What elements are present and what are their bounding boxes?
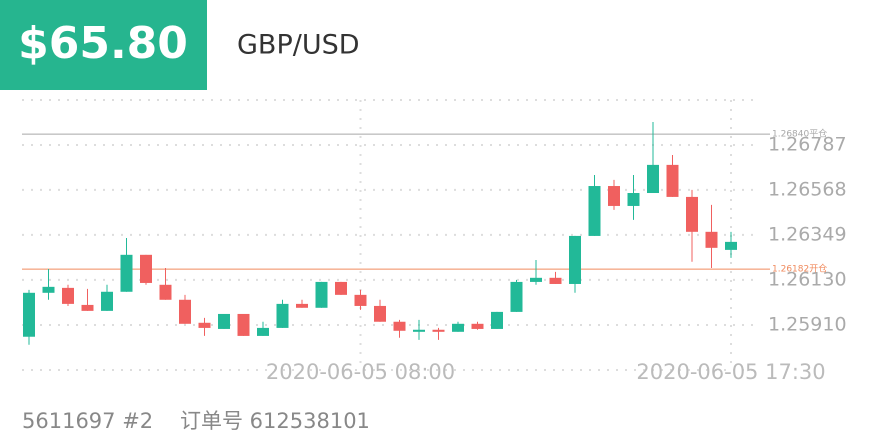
candle-body — [296, 303, 308, 308]
candle-body — [140, 254, 152, 283]
candle-body — [432, 329, 445, 332]
candle-body — [218, 313, 230, 329]
candle-body — [413, 329, 425, 332]
candle-body — [725, 241, 737, 250]
candle-body — [257, 327, 269, 336]
candle-body — [666, 164, 679, 197]
amount: $65.80 — [18, 18, 188, 69]
candle-body — [335, 281, 347, 295]
x-tick-label: 2020-06-05 17:30 — [636, 360, 825, 384]
candle-body — [81, 304, 94, 311]
candle-body — [530, 277, 542, 282]
candle-body — [62, 287, 74, 304]
symbol: GBP/USD — [237, 30, 360, 61]
candle-body — [354, 294, 367, 306]
x-tick-label: 2020-06-05 08:00 — [266, 360, 455, 384]
reference-label: 1.26840平仓 — [772, 128, 827, 140]
order: 5611697 #2 — [22, 409, 153, 433]
candle-body — [608, 186, 620, 206]
y-tick-label: 1.25910 — [768, 314, 847, 336]
candle-body — [120, 254, 133, 292]
candle-body — [491, 311, 503, 329]
y-tick-label: 1.26130 — [768, 268, 847, 290]
candle-body — [23, 292, 35, 337]
candle-body — [237, 313, 250, 336]
candle-body — [549, 277, 562, 284]
candle-body — [471, 323, 484, 329]
candle-body — [686, 196, 698, 232]
y-tick-label: 1.26349 — [768, 223, 847, 245]
candle-body — [705, 231, 718, 248]
candle-body — [452, 323, 464, 332]
candle-body — [374, 305, 386, 322]
price-badge — [0, 0, 207, 90]
candle-body — [627, 193, 640, 206]
candle-body — [647, 164, 659, 194]
y-tick-label: 1.26568 — [768, 178, 847, 200]
candle-body — [510, 281, 523, 312]
candle-body — [276, 303, 289, 328]
candle-body — [393, 321, 406, 331]
reference-label: 1.26182开仓 — [772, 263, 827, 275]
candle-body — [198, 322, 211, 328]
order-no: 订单号 612538101 — [180, 409, 370, 433]
candle-body — [179, 299, 191, 324]
candle-body — [315, 281, 328, 308]
candle-body — [101, 291, 113, 311]
y-tick-label: 1.26787 — [768, 133, 847, 155]
candle-body — [159, 284, 172, 300]
candle-body — [569, 235, 581, 284]
candle-body — [588, 186, 601, 236]
candle-body — [42, 286, 55, 293]
